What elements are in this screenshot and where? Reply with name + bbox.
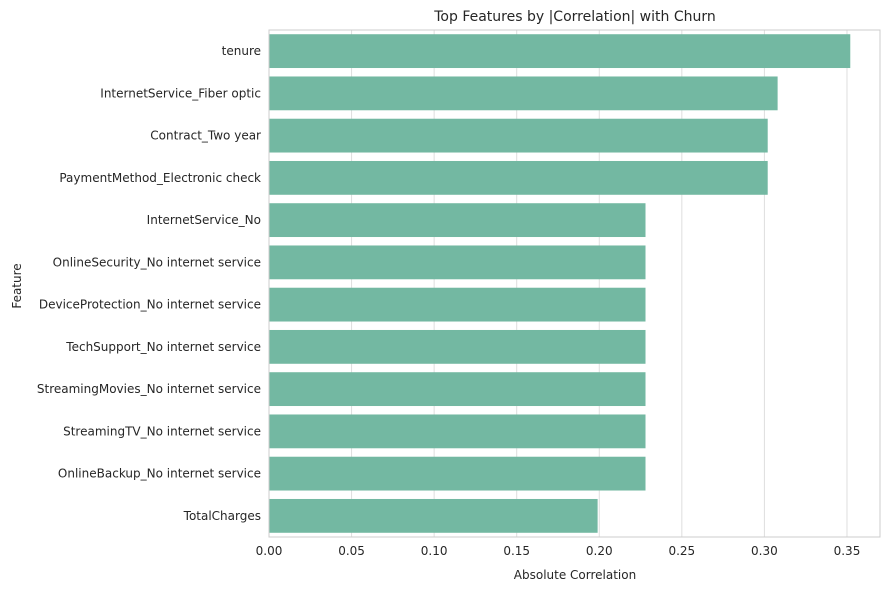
y-tick-label: tenure bbox=[222, 44, 261, 58]
y-tick-label: Contract_Two year bbox=[150, 129, 261, 143]
chart-title: Top Features by |Correlation| with Churn bbox=[433, 9, 715, 25]
bars bbox=[269, 34, 851, 533]
bar bbox=[269, 414, 646, 449]
x-tick-label: 0.25 bbox=[668, 544, 695, 558]
x-tick-label: 0.20 bbox=[586, 544, 613, 558]
bar bbox=[269, 287, 646, 322]
bar bbox=[269, 329, 646, 364]
x-tick-labels: 0.00 0.05 0.10 0.15 0.20 0.25 0.30 0.35 bbox=[256, 544, 861, 558]
y-tick-label: DeviceProtection_No internet service bbox=[39, 298, 261, 312]
x-tick-label: 0.00 bbox=[256, 544, 283, 558]
gridlines bbox=[268, 30, 848, 537]
y-tick-label: StreamingTV_No internet service bbox=[63, 424, 261, 438]
x-tick-label: 0.05 bbox=[338, 544, 365, 558]
bar bbox=[269, 76, 778, 111]
bar bbox=[269, 456, 646, 491]
bar bbox=[269, 34, 851, 69]
x-tick-label: 0.30 bbox=[751, 544, 778, 558]
y-tick-label: StreamingMovies_No internet service bbox=[37, 382, 261, 396]
bar bbox=[269, 245, 646, 280]
y-tick-label: TechSupport_No internet service bbox=[65, 340, 261, 354]
y-tick-label: InternetService_Fiber optic bbox=[100, 86, 261, 100]
x-tick-label: 0.15 bbox=[503, 544, 530, 558]
y-tick-label: OnlineSecurity_No internet service bbox=[53, 255, 261, 269]
y-tick-label: InternetService_No bbox=[147, 213, 261, 227]
bar bbox=[269, 118, 768, 153]
x-tick-label: 0.35 bbox=[834, 544, 861, 558]
y-tick-label: PaymentMethod_Electronic check bbox=[59, 171, 261, 185]
bar bbox=[269, 160, 768, 195]
y-axis-title: Feature bbox=[10, 263, 24, 308]
bar bbox=[269, 203, 646, 238]
plot-frame bbox=[268, 29, 881, 538]
bar bbox=[269, 498, 598, 533]
x-tick-label: 0.10 bbox=[421, 544, 448, 558]
y-tick-labels: tenure InternetService_Fiber optic Contrac… bbox=[37, 44, 261, 523]
bar bbox=[269, 372, 646, 407]
y-tick-label: OnlineBackup_No internet service bbox=[58, 467, 261, 481]
x-axis-title: Absolute Correlation bbox=[514, 568, 636, 582]
y-tick-label: TotalCharges bbox=[183, 509, 261, 523]
axes-frame bbox=[268, 29, 881, 538]
